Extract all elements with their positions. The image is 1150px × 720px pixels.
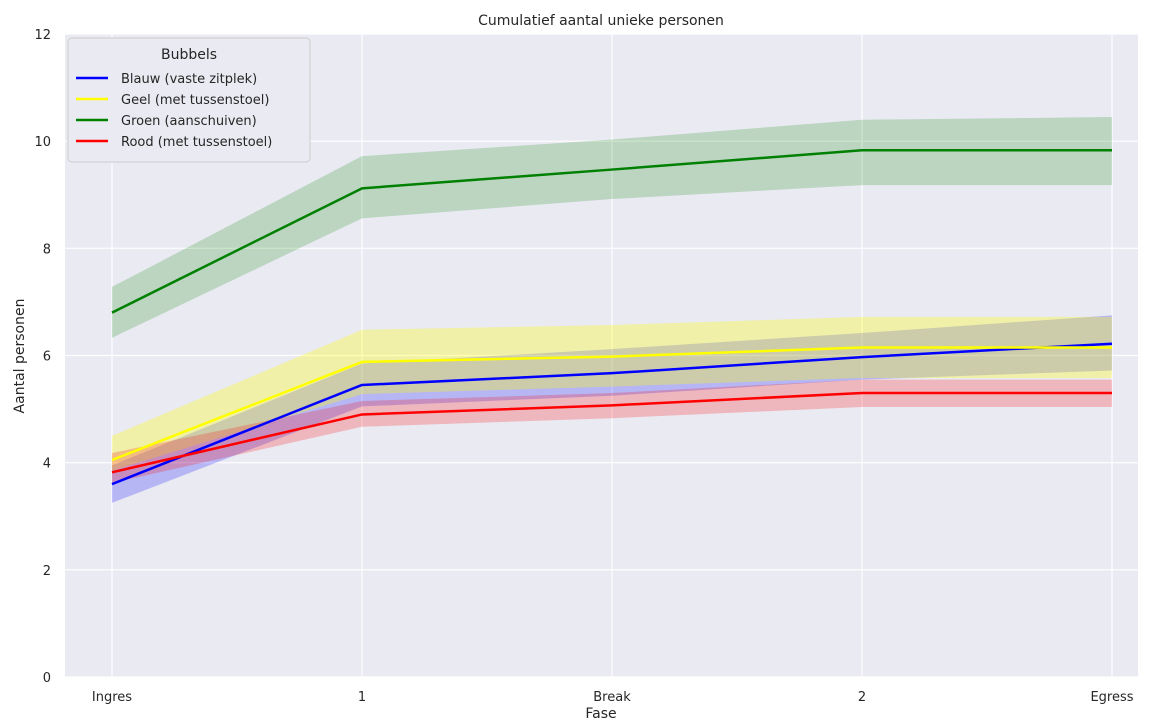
y-tick-label: 6 [43,350,51,365]
y-tick-label: 2 [43,564,51,579]
x-tick-label: Break [593,690,631,705]
x-tick-labels: Ingres 1 Break 2 Egress [92,690,1134,705]
confidence-bands [112,117,1112,503]
legend-title: Bubbels [161,47,217,63]
x-tick-label: 2 [858,690,866,705]
y-axis-title: Aantal personen [12,299,28,414]
confidence-band [112,117,1112,338]
y-tick-label: 12 [34,28,51,43]
legend-label: Groen (aanschuiven) [121,114,257,129]
legend-label: Blauw (vaste zitplek) [121,72,257,87]
x-tick-label: Egress [1090,690,1133,705]
x-tick-label: Ingres [92,690,132,705]
series-line [111,149,1112,314]
series-line [111,342,1113,486]
y-tick-label: 0 [43,671,51,686]
y-tick-labels: 0 2 4 6 8 10 12 [34,28,51,686]
legend-box [67,37,311,163]
series-line [111,391,1112,474]
legend: Bubbels Blauw (vaste zitplek) Geel (met t… [67,37,311,163]
confidence-band [112,379,1112,484]
y-tick-label: 8 [43,242,51,257]
series-lines [111,149,1113,486]
chart-title: Cumulatief aantal unieke personen [478,13,724,29]
legend-label: Rood (met tussenstoel) [121,135,272,150]
x-axis-title: Fase [585,706,616,720]
x-tick-label: 1 [358,690,366,705]
legend-label: Geel (met tussenstoel) [121,93,269,108]
legend-items: Blauw (vaste zitplek) Geel (met tussensto… [76,72,272,150]
y-tick-label: 4 [43,457,51,472]
confidence-band [112,316,1112,471]
y-tick-label: 10 [34,135,51,150]
confidence-band [112,315,1112,503]
series-line [111,346,1112,462]
